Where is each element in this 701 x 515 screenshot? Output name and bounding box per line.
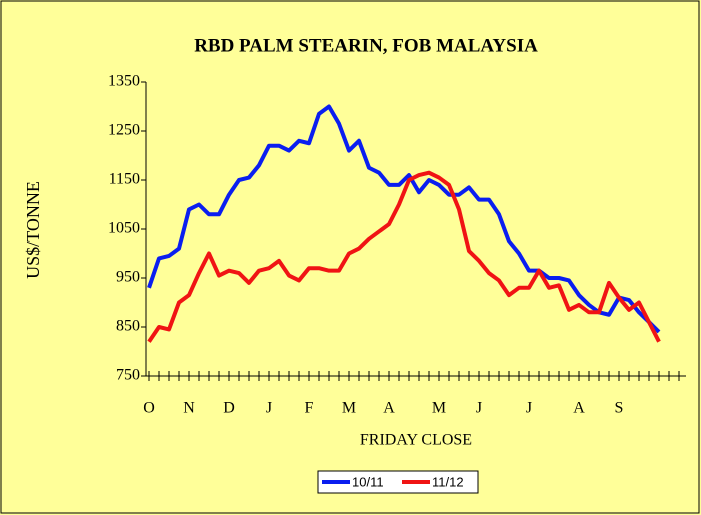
legend-label: 11/12 [432,474,464,489]
x-tick-label: M [342,400,356,417]
y-tick-label: 850 [116,318,140,335]
x-tick-label: J [266,400,272,417]
x-tick-label: M [432,400,446,417]
legend: 10/11 11/12 [317,470,479,494]
chart-title: RBD PALM STEARIN, FOB MALAYSIA [194,35,538,56]
legend-box [317,470,479,494]
line-series [147,170,661,343]
y-tick-label: 1350 [108,73,140,90]
line-series [147,104,661,334]
y-axis-label: US$/TONNE [23,181,43,279]
x-tick-label: D [223,400,235,417]
x-tick-label: J [526,400,532,417]
x-tick-label: A [383,400,395,417]
y-tick-label: 750 [116,367,140,384]
y-tick-label: 1250 [108,122,140,139]
legend-label: 10/11 [352,474,384,489]
y-tick-label: 1050 [108,220,140,237]
x-axis-label: FRIDAY CLOSE [360,432,472,449]
x-tick-label: J [476,400,482,417]
x-tick-label: S [615,400,624,417]
x-tick-label: A [573,400,585,417]
x-tick-label: O [143,400,155,417]
y-tick-label: 950 [116,269,140,286]
x-tick-label: F [305,400,314,417]
y-tick-label: 1150 [109,171,140,188]
x-tick-label: N [183,400,195,417]
